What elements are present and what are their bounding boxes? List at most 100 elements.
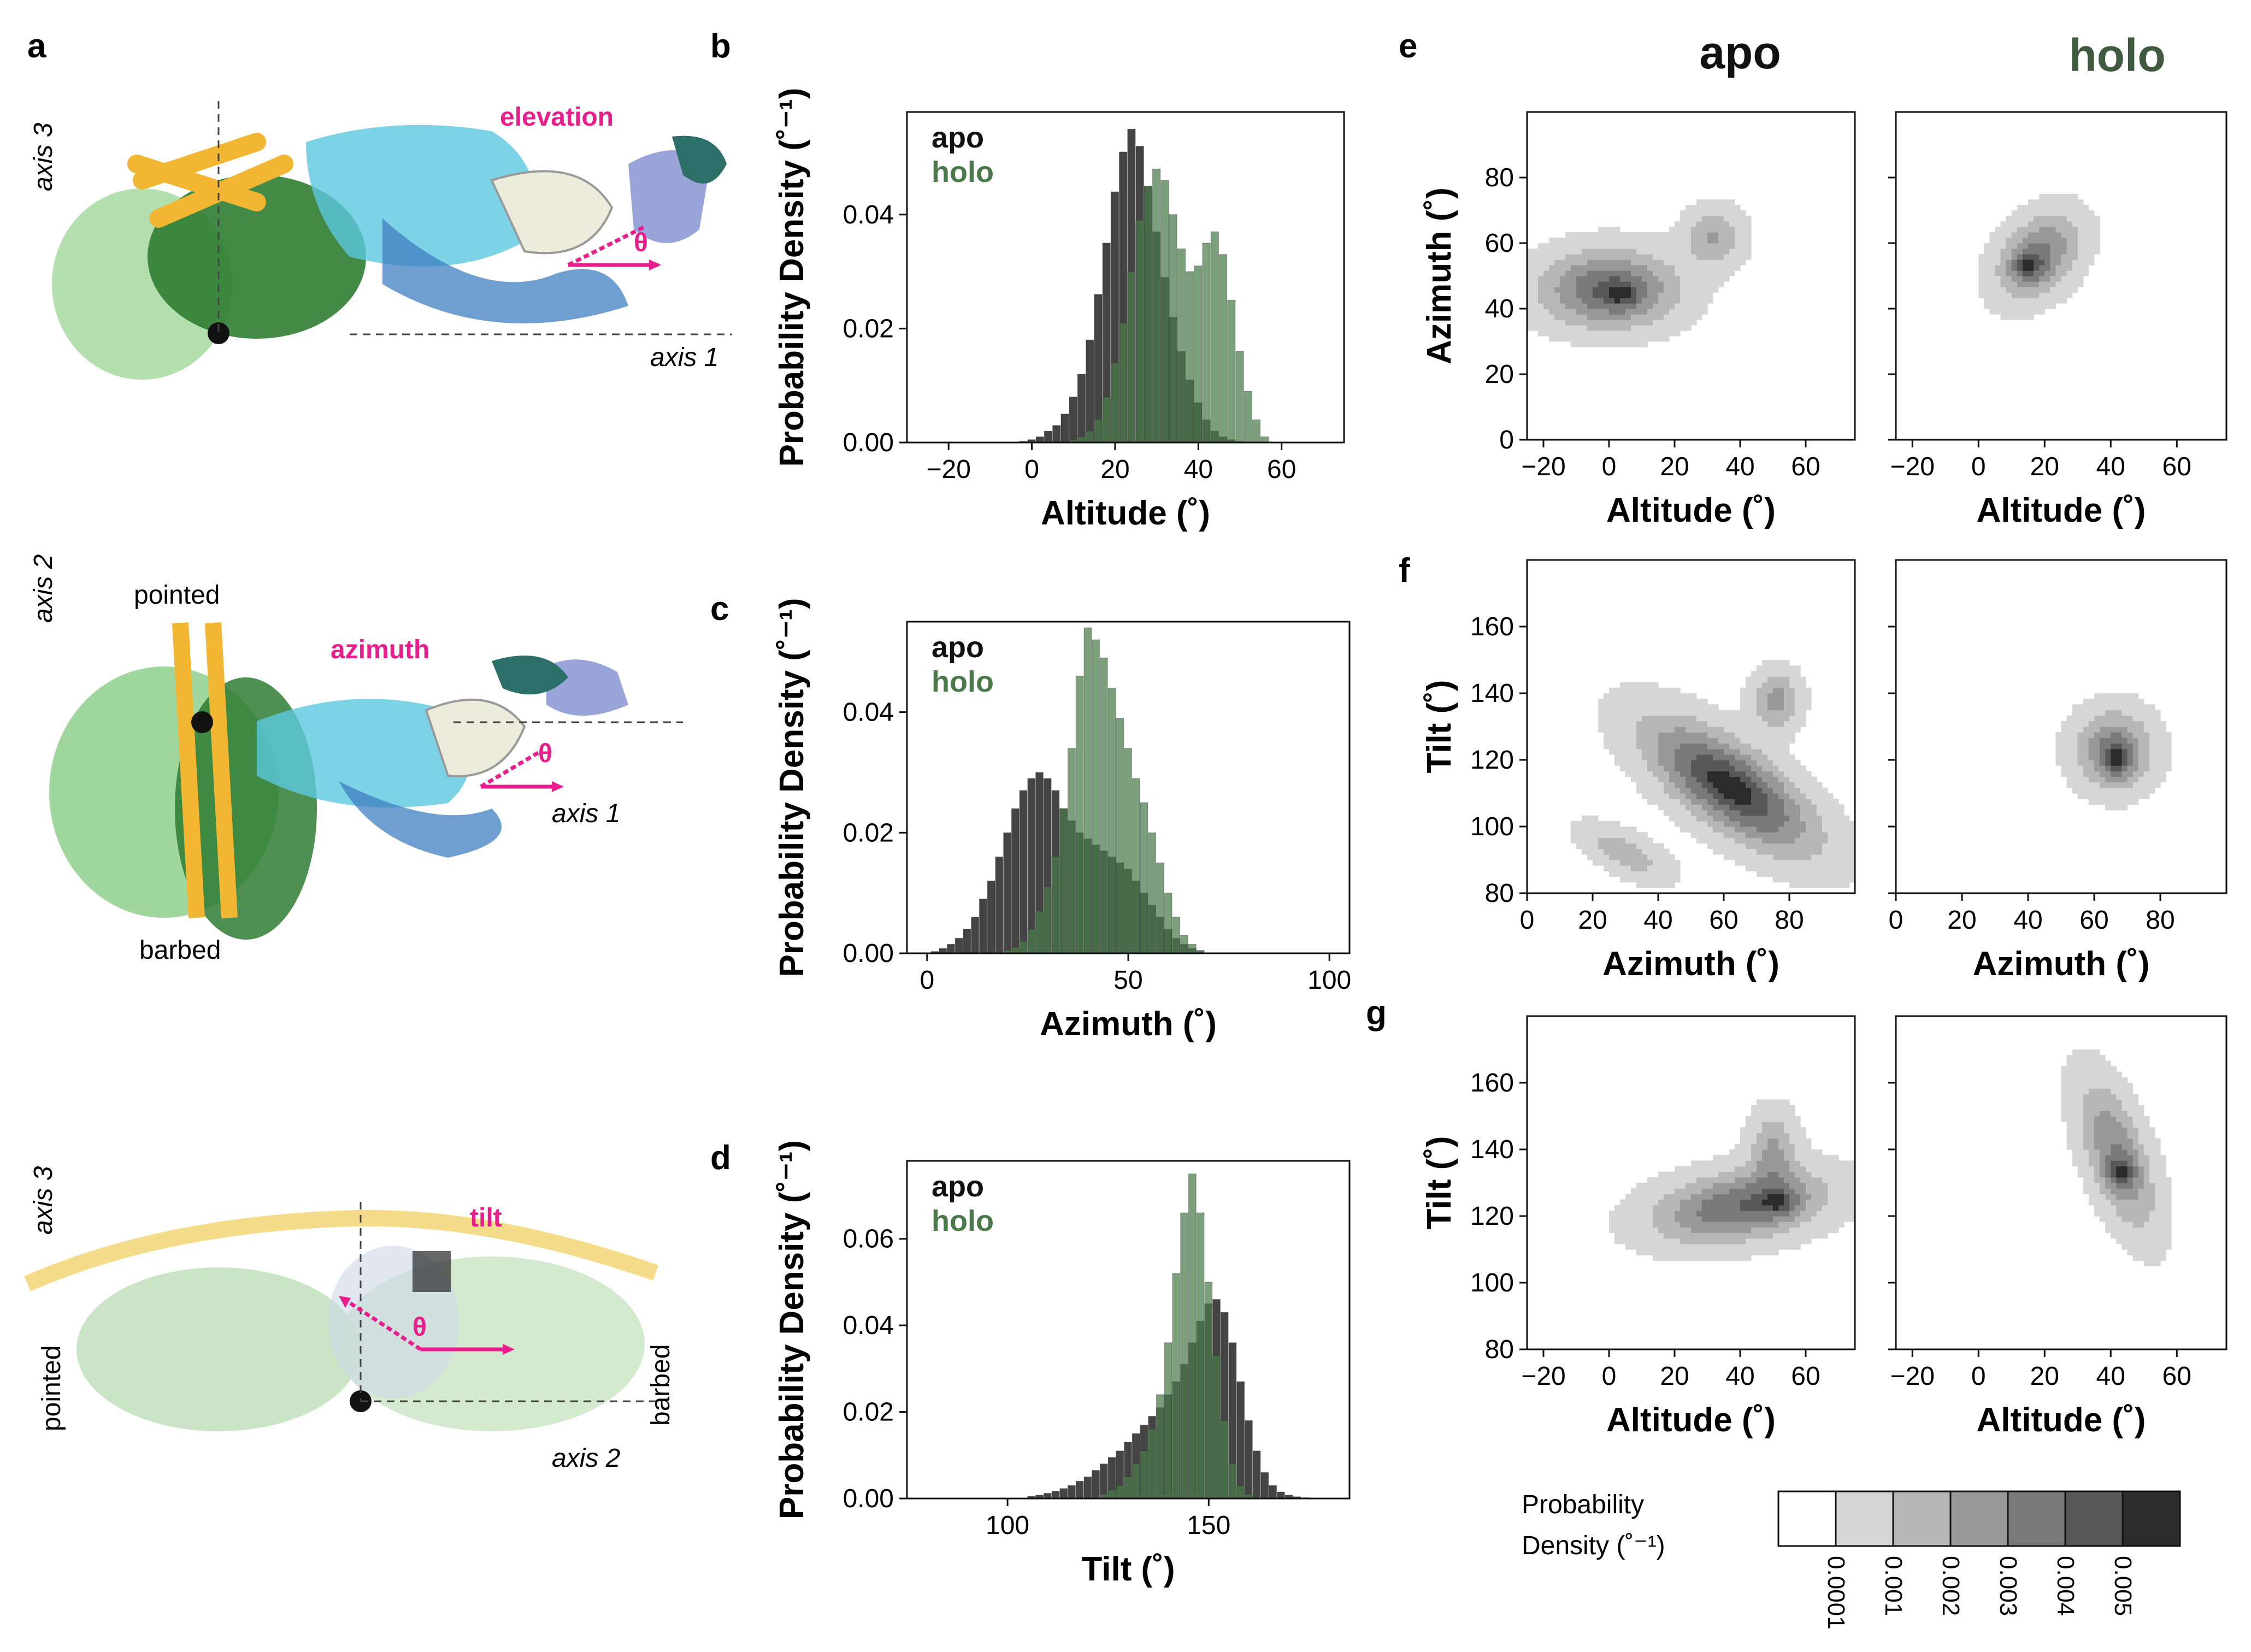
density-cell xyxy=(1828,848,1834,855)
density-cell xyxy=(1795,699,1801,705)
density-cell xyxy=(1653,693,1659,699)
density-cell xyxy=(1604,843,1610,849)
density-cell xyxy=(2132,721,2139,727)
density-cell xyxy=(1707,1222,1713,1228)
density-cell xyxy=(1718,827,1724,833)
y-tick-label: 20 xyxy=(1485,360,1514,389)
density-cell xyxy=(1718,799,1724,805)
density-cell xyxy=(1762,1149,1768,1155)
density-cell xyxy=(2094,238,2100,244)
density-cell xyxy=(2039,287,2045,293)
density-cell xyxy=(1757,1222,1763,1228)
density-cell xyxy=(1631,732,1637,738)
density-cell xyxy=(1625,1232,1631,1239)
density-cell xyxy=(2088,782,2095,788)
density-cell xyxy=(1784,1188,1790,1194)
density-cell xyxy=(1664,298,1670,304)
density-cell xyxy=(1664,754,1670,760)
density-cell xyxy=(1647,865,1653,871)
density-cell xyxy=(2077,199,2084,205)
density-cell xyxy=(1729,827,1735,833)
density-cell xyxy=(2039,216,2045,222)
density-cell xyxy=(1664,309,1670,315)
density-cell xyxy=(2138,1249,2144,1255)
density-cell xyxy=(1625,848,1631,855)
density-cell xyxy=(1757,827,1763,833)
density-cell xyxy=(1778,865,1784,871)
density-cell xyxy=(1773,738,1779,744)
density-cell xyxy=(2077,1094,2084,1100)
density-cell xyxy=(2160,1216,2166,1222)
density-cell xyxy=(2111,748,2117,755)
density-cell xyxy=(1746,216,1752,222)
density-cell xyxy=(2066,1071,2073,1078)
density-cell xyxy=(2039,194,2045,200)
density-cell xyxy=(2055,287,2062,293)
density-cell xyxy=(2011,276,2018,282)
density-cell xyxy=(1789,1132,1795,1139)
density-cell xyxy=(1718,1199,1724,1206)
density-cell xyxy=(1696,1171,1702,1178)
density-cell xyxy=(1691,771,1697,777)
density-cell xyxy=(2149,776,2155,783)
density-cell xyxy=(2138,1116,2144,1122)
density-cell xyxy=(2154,765,2161,771)
density-cell xyxy=(1620,748,1626,755)
density-cell xyxy=(2100,738,2106,744)
density-cell xyxy=(1625,760,1631,766)
density-cell xyxy=(2083,1094,2089,1100)
density-cell xyxy=(1631,287,1637,293)
bar-holo xyxy=(1140,802,1148,954)
density-cell xyxy=(1691,815,1697,822)
density-cell xyxy=(1653,336,1659,342)
density-cell xyxy=(2100,1127,2106,1134)
density-cell xyxy=(1702,738,1708,744)
density-cell xyxy=(1757,1116,1763,1122)
density-cell xyxy=(1702,1216,1708,1222)
density-cell xyxy=(1614,265,1621,271)
density-cell xyxy=(1614,270,1621,276)
pointed-end-label-a2: pointed xyxy=(134,581,220,610)
density-cell xyxy=(1767,1177,1773,1183)
density-cell xyxy=(1778,699,1784,705)
density-cell xyxy=(1675,281,1681,287)
density-cell xyxy=(2083,227,2089,233)
density-cell xyxy=(1625,854,1631,860)
x-tick-label: 40 xyxy=(2096,452,2125,481)
density-cell xyxy=(1784,699,1790,705)
density-cell xyxy=(1795,1155,1801,1161)
density-cell xyxy=(2127,1143,2134,1150)
density-cell xyxy=(1664,1210,1670,1217)
density-cell xyxy=(1620,827,1626,833)
density-cell xyxy=(2000,259,2007,266)
density-cell xyxy=(1702,827,1708,833)
density-cell xyxy=(1593,270,1599,276)
density-cell xyxy=(1740,1210,1746,1217)
density-cell xyxy=(1680,270,1686,276)
density-cell xyxy=(1647,1177,1653,1183)
density-cell xyxy=(2149,1127,2155,1134)
density-cell xyxy=(2111,1232,2117,1239)
density-cell xyxy=(1746,699,1752,705)
density-cell xyxy=(1757,1199,1763,1206)
density-cell xyxy=(2050,232,2056,238)
density-cell xyxy=(1995,298,2001,304)
density-cell xyxy=(1795,865,1801,871)
density-cell xyxy=(2138,1143,2144,1150)
density-cell xyxy=(1746,1222,1752,1228)
density-cell xyxy=(1757,787,1763,794)
density-cell xyxy=(1707,804,1713,811)
density-cell xyxy=(1800,1143,1806,1150)
density-cell xyxy=(2127,1122,2134,1128)
density-cell xyxy=(1795,665,1801,671)
density-cell xyxy=(1636,843,1642,849)
density-cell xyxy=(2127,1199,2134,1206)
density-cell xyxy=(1757,1143,1763,1150)
density-cell xyxy=(1729,727,1735,733)
density-cell xyxy=(1751,1110,1757,1117)
density-cell xyxy=(1631,331,1637,337)
density-cell xyxy=(1838,1171,1845,1178)
density-cell xyxy=(2055,227,2062,233)
density-cell xyxy=(1757,1110,1763,1117)
density-cell xyxy=(2000,265,2007,271)
